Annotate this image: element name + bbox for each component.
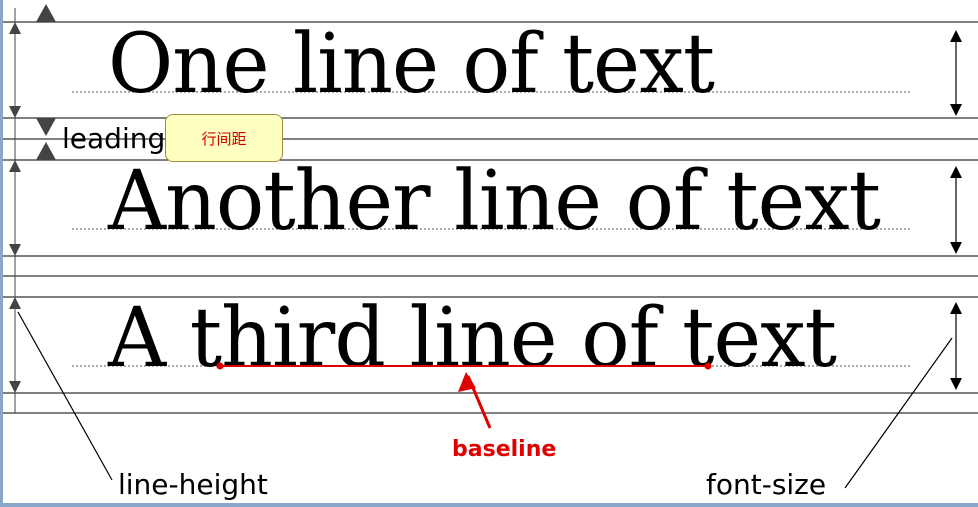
line-height-arrow-up: [9, 160, 21, 172]
line-height-arrow-up: [9, 297, 21, 309]
baseline-label: baseline: [452, 437, 556, 462]
sample-text-lines: One line of text Another line of text A …: [107, 17, 882, 386]
window-frame-bottom: [0, 503, 978, 507]
font-size-label: font-size: [706, 468, 826, 501]
font-size-arrow-up: [950, 166, 962, 178]
sample-line-3: A third line of text: [107, 291, 837, 386]
font-size-arrow-up: [950, 302, 962, 314]
baseline-start-dot: [216, 362, 224, 370]
line-height-arrow-down: [9, 106, 21, 118]
font-size-arrow-up: [950, 30, 962, 42]
sample-line-2: Another line of text: [107, 154, 881, 249]
line-height-measures: line-height: [9, 8, 268, 501]
leading-callout: 行间距: [165, 114, 283, 162]
font-size-arrow-down: [950, 378, 962, 390]
leading-measures: leading: [36, 4, 165, 160]
font-size-pointer: [844, 337, 953, 489]
line-height-label: line-height: [118, 468, 268, 501]
line-height-arrow-down: [9, 244, 21, 256]
line-height-pointer: [17, 311, 113, 481]
sample-line-1: One line of text: [108, 17, 715, 112]
leading-triangle-up: [36, 4, 56, 22]
window-frame-left: [0, 0, 3, 507]
leading-label: leading: [62, 122, 165, 155]
font-size-measures: font-size: [706, 30, 962, 501]
leading-triangle-up: [36, 142, 56, 160]
font-size-arrow-down: [950, 242, 962, 254]
line-height-arrow-up: [9, 22, 21, 34]
leading-triangle-down: [36, 118, 56, 136]
baseline-highlight: baseline: [216, 362, 712, 462]
baseline-end-dot: [704, 362, 712, 370]
baseline-arrowhead: [458, 372, 476, 392]
line-box-guides: [3, 21, 978, 414]
line-height-arrow-down: [9, 381, 21, 393]
font-size-arrow-down: [950, 104, 962, 116]
